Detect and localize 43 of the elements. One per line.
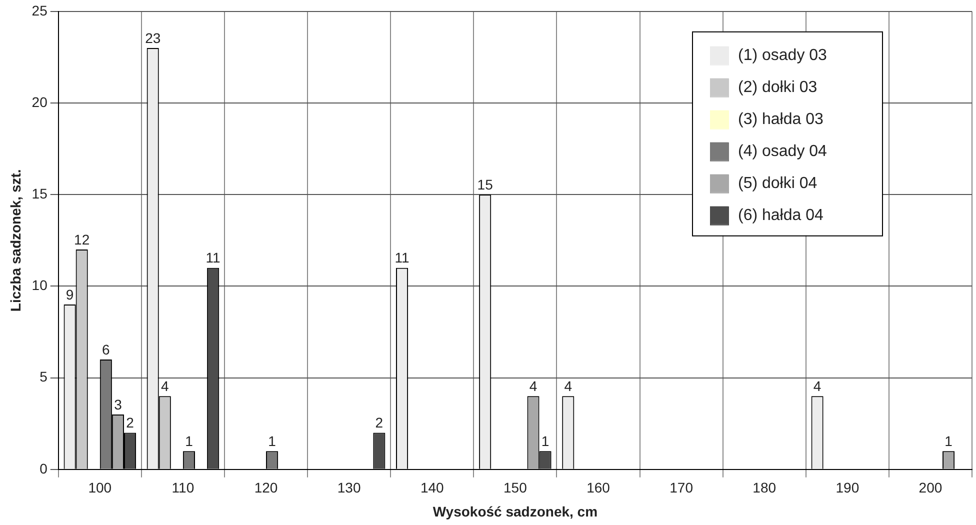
data-label: 1 xyxy=(268,432,276,449)
x-axis-title: Wysokość sadzonek, cm xyxy=(432,503,598,520)
y-tick-label: 15 xyxy=(32,185,48,202)
legend-label: (6) hałda 04 xyxy=(738,206,824,224)
x-tick-label: 170 xyxy=(670,480,694,496)
data-label: 11 xyxy=(206,250,221,266)
x-tick-label: 150 xyxy=(504,480,528,496)
x-tick-label: 120 xyxy=(254,480,278,496)
data-label: 3 xyxy=(114,396,122,412)
x-tick-label: 140 xyxy=(420,480,444,496)
legend-label: (2) dołki 03 xyxy=(738,78,818,96)
data-label: 11 xyxy=(394,250,410,266)
data-label: 2 xyxy=(126,414,134,431)
x-tick-label: 110 xyxy=(172,480,194,496)
legend-label: (1) osady 03 xyxy=(738,46,828,64)
data-label: 2 xyxy=(375,414,384,431)
data-label: 15 xyxy=(477,176,494,192)
y-tick-label: 0 xyxy=(40,460,48,476)
data-label: 1 xyxy=(944,432,953,449)
data-label: 12 xyxy=(74,231,90,248)
x-tick-label: 180 xyxy=(752,480,776,496)
data-label: 1 xyxy=(541,432,550,449)
data-label: 1 xyxy=(185,432,194,449)
y-tick-label: 5 xyxy=(40,368,48,385)
x-tick-label: 190 xyxy=(836,480,860,496)
legend-label: (3) hałda 03 xyxy=(738,110,824,128)
data-label: 4 xyxy=(564,378,572,394)
y-tick-label: 25 xyxy=(32,2,48,18)
data-label: 9 xyxy=(66,286,74,302)
data-label: 4 xyxy=(160,378,169,394)
data-label: 23 xyxy=(145,30,161,46)
x-tick-label: 130 xyxy=(337,480,361,496)
x-tick-label: 160 xyxy=(586,480,610,496)
y-axis-title: Liczba sadzonek, szt. xyxy=(7,169,24,312)
x-tick-label: 200 xyxy=(918,480,942,496)
data-label: 4 xyxy=(813,378,822,394)
x-tick-label: 100 xyxy=(88,480,112,496)
legend-label: (4) osady 04 xyxy=(738,142,828,160)
y-tick-label: 20 xyxy=(32,94,48,110)
y-tick-label: 10 xyxy=(32,277,48,294)
data-label: 4 xyxy=(529,378,538,394)
data-label: 6 xyxy=(102,341,110,358)
legend-label: (5) dołki 04 xyxy=(738,174,818,192)
